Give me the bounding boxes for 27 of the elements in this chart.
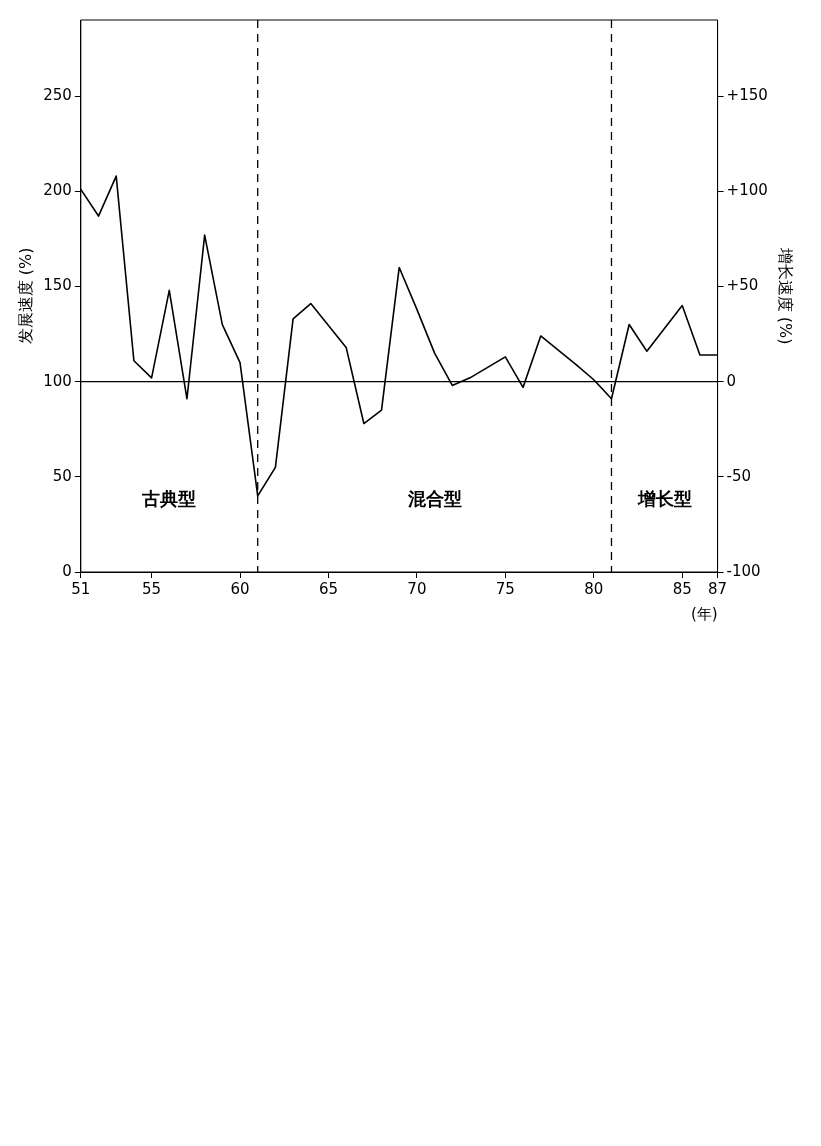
x-tick-label: 60	[230, 579, 250, 598]
x-tick-label: 87	[708, 579, 728, 598]
x-tick-label: 85	[672, 579, 692, 598]
x-tick-label: 75	[495, 579, 515, 598]
annotation: 混合型	[406, 487, 462, 509]
x-axis-title: (年)	[690, 604, 718, 623]
x-tick-label: 80	[584, 579, 604, 598]
x-tick-label: 70	[407, 579, 427, 598]
y-tick-label: 200	[43, 181, 72, 200]
y2-tick-label: -50	[726, 466, 752, 485]
y2-tick-label: +50	[726, 276, 759, 295]
annotation: 古典型	[141, 487, 197, 509]
y-tick-label: 0	[62, 561, 72, 580]
x-tick-label: 65	[318, 579, 339, 598]
y2-tick-label: 0	[726, 371, 737, 390]
annotation: 增长型	[636, 487, 692, 509]
y-tick-label: 100	[43, 371, 72, 390]
y-tick-label: 150	[43, 276, 72, 295]
x-tick-label: 51	[71, 579, 91, 598]
y2-axis-title: 增长速度 (%)	[776, 246, 796, 345]
y2-tick-label: +150	[726, 86, 768, 105]
x-tick-label: 55	[142, 579, 162, 598]
y2-tick-label: -100	[726, 561, 761, 580]
y2-tick-label: +100	[726, 181, 768, 200]
y-axis-title: 发展速度 (%)	[15, 247, 35, 345]
y-tick-label: 250	[43, 86, 72, 105]
y-tick-label: 50	[52, 466, 72, 485]
